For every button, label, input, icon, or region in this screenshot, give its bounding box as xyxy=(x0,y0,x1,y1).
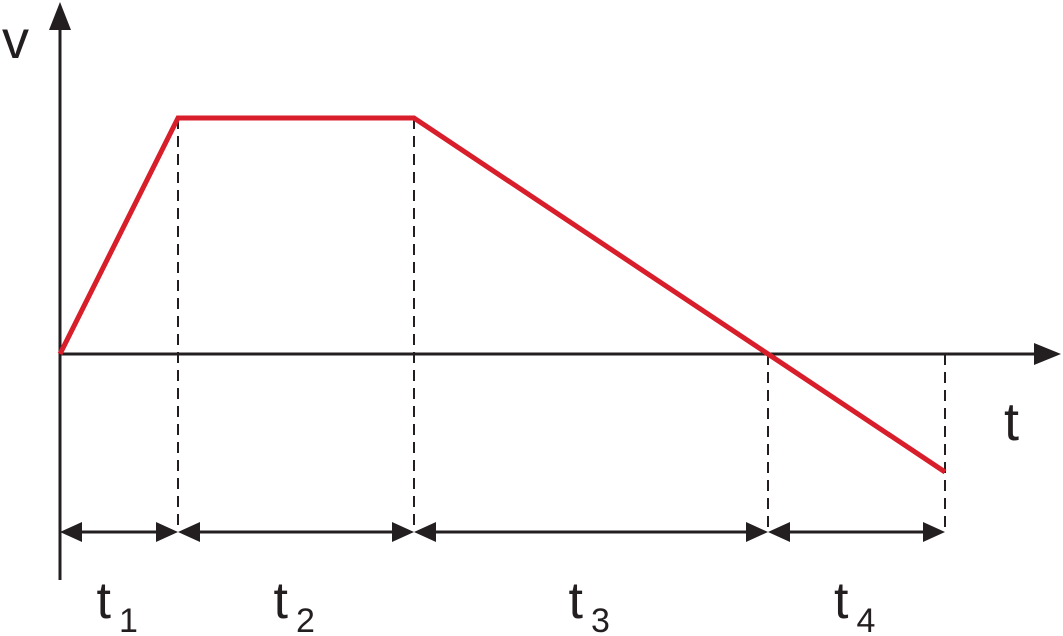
axes: v t xyxy=(2,2,1061,580)
interval-arrow-end xyxy=(392,522,414,542)
interval-label: t xyxy=(274,572,289,630)
y-axis-label: v xyxy=(2,10,29,70)
interval-label: t xyxy=(569,572,584,630)
interval-subscript: 3 xyxy=(591,602,610,636)
y-axis-arrow xyxy=(49,2,71,30)
interval-arrow-start xyxy=(768,522,790,542)
interval-subscript: 4 xyxy=(857,602,876,636)
series-line xyxy=(57,115,947,475)
x-axis-arrow xyxy=(1034,343,1061,365)
interval-subscript: 2 xyxy=(296,602,315,636)
interval-label: t xyxy=(834,572,849,630)
interval-label: t xyxy=(97,572,112,630)
interval-subscript: 1 xyxy=(119,602,138,636)
x-axis-label: t xyxy=(1004,392,1019,452)
interval-arrow-end xyxy=(156,522,178,542)
interval-arrow-start xyxy=(60,522,82,542)
interval-arrow-end xyxy=(923,522,945,542)
interval-arrow-start xyxy=(178,522,200,542)
series xyxy=(57,115,947,475)
interval-arrow-end xyxy=(746,522,768,542)
interval-arrow-start xyxy=(414,522,436,542)
guide-lines xyxy=(177,118,946,530)
